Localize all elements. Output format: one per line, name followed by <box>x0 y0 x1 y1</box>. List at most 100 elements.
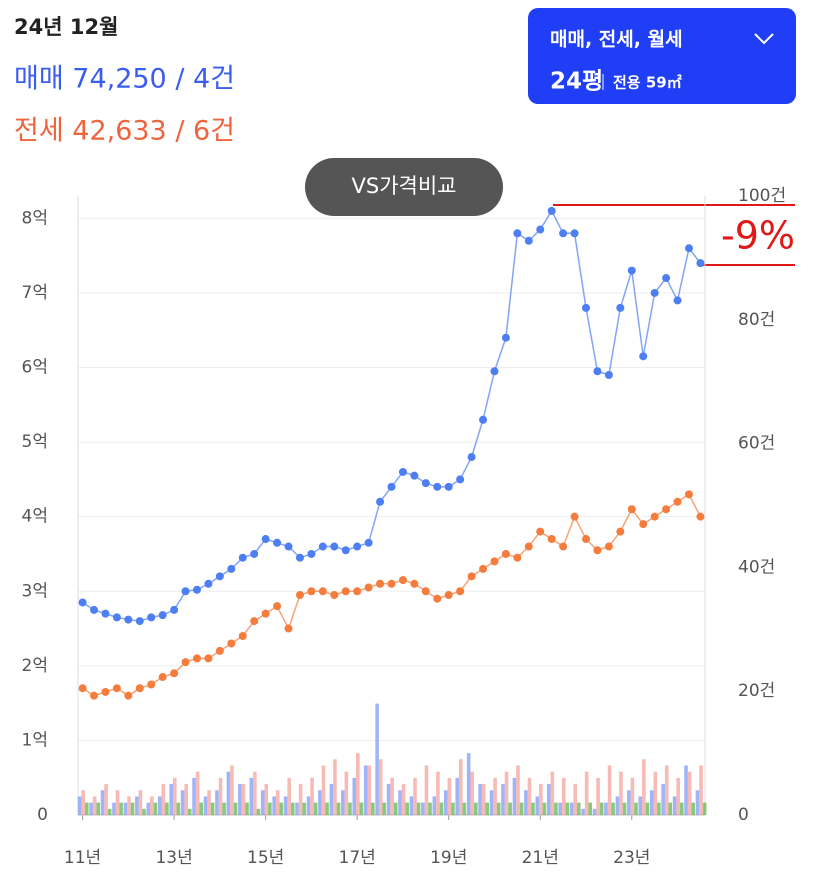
volume-bar <box>596 777 600 815</box>
price-point <box>261 535 270 544</box>
volume-bar <box>539 784 543 815</box>
price-point <box>273 538 282 547</box>
volume-bar <box>359 802 364 815</box>
price-point <box>490 367 499 376</box>
price-point <box>364 583 373 592</box>
price-point <box>559 542 568 551</box>
volume-bar <box>119 802 123 815</box>
filter-button[interactable]: 매매, 전세, 월세 24평 전용 59㎡ <box>528 8 796 104</box>
volume-bar <box>275 790 280 815</box>
volume-bar <box>619 771 623 815</box>
volume-bar <box>115 790 120 815</box>
volume-bar <box>130 802 135 815</box>
price-point <box>616 527 625 536</box>
price-point <box>627 266 636 275</box>
price-point <box>547 206 556 215</box>
volume-bar <box>695 790 700 815</box>
filter-area[interactable]: 전용 59㎡ <box>613 74 682 92</box>
volume-bar <box>627 790 631 815</box>
volume-bar <box>199 802 203 815</box>
price-point <box>295 553 304 562</box>
y-tick-label: 1억 <box>22 730 48 750</box>
volume-bar <box>432 796 437 815</box>
price-point <box>78 684 87 693</box>
chevron[interactable] <box>754 33 774 45</box>
price-point <box>387 482 396 491</box>
volume-bar <box>172 777 177 815</box>
volume-bar <box>447 777 452 815</box>
y2-tick-label: 40건 <box>738 557 775 577</box>
volume-bar <box>176 802 181 815</box>
volume-bar <box>421 802 425 815</box>
price-point <box>261 609 270 618</box>
volume-bar <box>657 802 661 815</box>
volume-bar <box>642 759 646 815</box>
price-point <box>330 590 339 599</box>
price-point <box>147 613 156 622</box>
volume-bar <box>592 808 597 815</box>
price-point <box>273 602 282 611</box>
compare-label[interactable]: VS가격비교 <box>352 174 457 198</box>
volume-bar <box>661 784 665 815</box>
volume-bar <box>664 765 669 815</box>
volume-bar <box>233 802 238 815</box>
volume-bar <box>542 802 547 815</box>
filter-types[interactable]: 매매, 전세, 월세 <box>550 29 683 51</box>
price-point <box>181 658 190 667</box>
price-point <box>330 542 339 551</box>
price-point <box>112 684 121 693</box>
price-point <box>238 632 247 641</box>
volume-bar <box>352 777 357 815</box>
volume-bar <box>630 777 635 815</box>
volume-bar <box>554 802 558 815</box>
price-point <box>684 490 693 499</box>
price-point <box>238 553 247 562</box>
price-point <box>307 587 316 596</box>
filter-size[interactable]: 24평 <box>550 69 603 95</box>
volume-bar <box>283 796 288 815</box>
compare-bg[interactable] <box>305 158 503 216</box>
volume-bar <box>684 765 688 815</box>
price-point <box>650 512 659 521</box>
volume-bar <box>443 790 448 815</box>
sale-summary: 매매 74,250 / 4건 <box>14 64 235 95</box>
volume-bar <box>584 771 589 815</box>
x-tick-label: 23년 <box>613 848 650 868</box>
volume-bar <box>401 784 406 815</box>
price-point <box>124 615 133 624</box>
volume-bar <box>649 790 654 815</box>
price-point <box>284 542 293 551</box>
volume-bar <box>138 790 143 815</box>
y2-tick-label: 80건 <box>738 310 775 330</box>
volume-bar <box>260 790 265 815</box>
volume-bar <box>474 802 478 815</box>
volume-bar <box>638 796 643 815</box>
y2-tick-label: 60건 <box>738 434 775 454</box>
price-point <box>410 579 419 588</box>
compare-button[interactable]: VS가격비교 <box>305 158 503 216</box>
volume-bar <box>622 802 627 815</box>
price-point <box>604 542 613 551</box>
price-point <box>582 535 591 544</box>
price-point <box>433 482 442 491</box>
volume-bar <box>679 802 684 815</box>
volume-bar <box>607 765 612 815</box>
volume-bar <box>81 790 86 815</box>
volume-bar <box>455 777 460 815</box>
volume-bar <box>524 790 528 815</box>
volume-bar <box>581 808 585 815</box>
volume-bar <box>390 777 394 815</box>
volume-bar <box>436 771 440 815</box>
volume-bar <box>398 790 402 815</box>
volume-bar <box>249 777 254 815</box>
price-point <box>673 296 682 305</box>
price-point <box>215 646 224 655</box>
volume-bar <box>230 765 234 815</box>
filter-bg[interactable] <box>528 8 796 104</box>
volume-bar <box>611 802 615 815</box>
volume-bar <box>550 771 555 815</box>
price-point <box>124 691 133 700</box>
volume-bar <box>699 765 703 815</box>
volume-bar <box>565 802 570 815</box>
volume-bar <box>405 802 409 815</box>
